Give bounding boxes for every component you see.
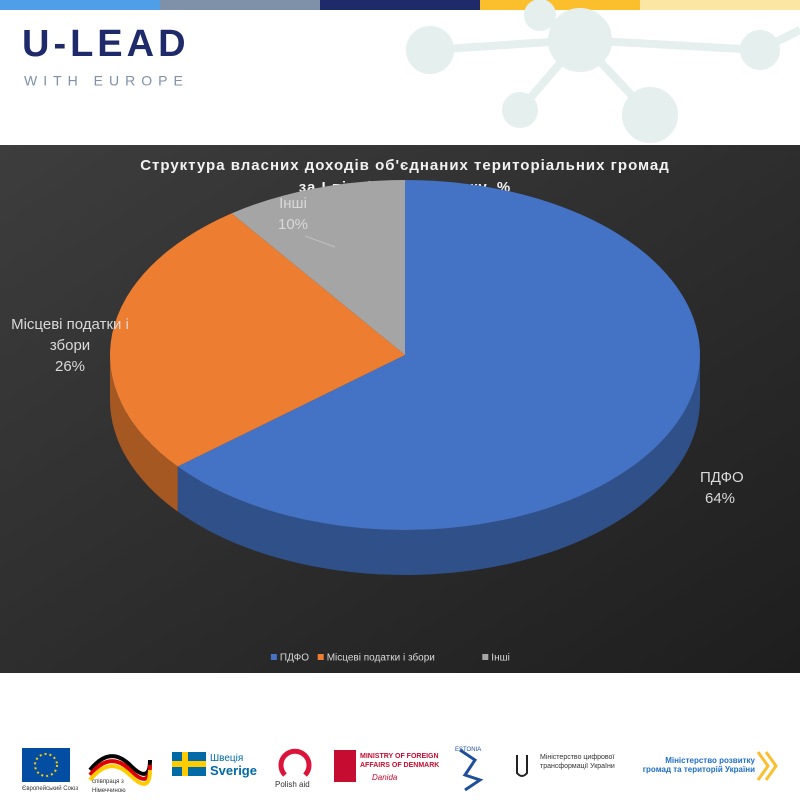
slice-side (177, 355, 700, 575)
legend-label: ПДФО (280, 653, 309, 664)
data-label-name: Місцеві податки і збори (11, 316, 129, 354)
data-label: Інші 10% (263, 193, 323, 235)
data-label-value: 26% (54, 358, 86, 375)
footer-logos (22, 748, 778, 792)
legend-swatch (270, 654, 277, 660)
data-label-value: 10% (277, 216, 309, 233)
legend-label: Інші (491, 653, 510, 664)
data-label-name: Інші (279, 195, 307, 212)
legend: ПДФО Місцеві податки і збори Інші (270, 652, 510, 664)
data-label: ПДФО 64% (700, 467, 744, 509)
chart-title: Структура власних доходів об'єднаних тер… (140, 157, 670, 174)
legend-swatch (317, 654, 324, 660)
logo-text: Швеція (210, 753, 244, 764)
slice (177, 180, 700, 531)
logo-text: Міністерство розвитку громад та територі… (642, 756, 755, 774)
logo-text: співпраця з Німеччиною (92, 779, 126, 794)
data-label-value: 64% (704, 490, 736, 507)
slice (110, 213, 405, 467)
logo-text: Міністерство цифрової трансформації Укра… (540, 754, 615, 770)
logo-text: MINISTRY OF FOREIGN AFFAIRS OF DENMARK (360, 753, 440, 769)
leader-line (304, 235, 336, 248)
pie (109, 180, 700, 575)
slice-side (109, 355, 178, 512)
data-label-name: ПДФО (700, 469, 744, 486)
molecule-decoration (406, 0, 800, 143)
logo-text: Danida (372, 773, 398, 782)
tagline: WITH EUROPE (24, 73, 189, 89)
logo-text: Sverige (210, 763, 257, 778)
logo: U-LEAD (22, 23, 190, 65)
legend-label: Місцеві податки і збори (327, 652, 435, 664)
legend-swatch (482, 654, 489, 660)
logo-text: ESTONIA (455, 747, 482, 753)
logo-text: Polish aid (275, 780, 310, 789)
slice (231, 180, 405, 355)
top-bar (0, 0, 800, 10)
data-label: Місцеві податки і збори 26% (0, 314, 140, 377)
logo-text: Європейський Союз (22, 786, 79, 792)
